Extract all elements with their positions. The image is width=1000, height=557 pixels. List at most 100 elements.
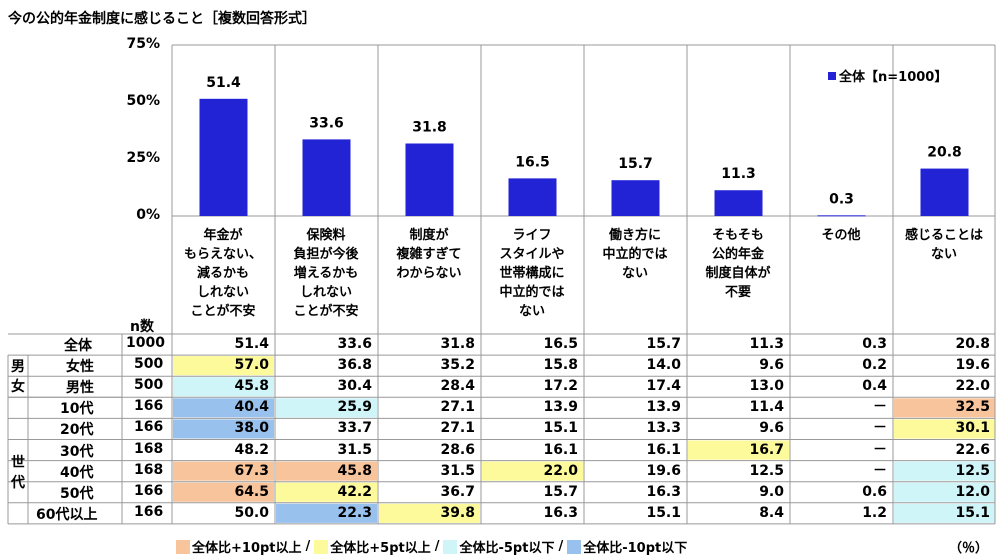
table-cell: 28.4 bbox=[440, 378, 475, 395]
row-label: 50代 bbox=[60, 485, 94, 502]
highlight-cell bbox=[173, 419, 274, 439]
table-cell: 22.6 bbox=[955, 441, 990, 458]
table-cell: 0.2 bbox=[862, 357, 887, 374]
highlight-cell bbox=[894, 482, 995, 502]
table-cell: 28.6 bbox=[440, 441, 475, 458]
table-cell: 9.6 bbox=[759, 420, 784, 437]
table-cell: 22.3 bbox=[337, 504, 372, 521]
table-cell: － bbox=[873, 441, 887, 458]
table-cell: 17.4 bbox=[646, 378, 681, 395]
highlight-cell bbox=[276, 461, 377, 481]
table-cell: 30.1 bbox=[955, 420, 990, 437]
highlight-cell bbox=[894, 398, 995, 418]
n-cell: 168 bbox=[134, 461, 164, 478]
table-cell: 31.5 bbox=[337, 441, 372, 458]
table-cell: 16.3 bbox=[543, 504, 578, 521]
chart-title: 今の公的年金制度に感じること［複数回答形式］ bbox=[8, 11, 316, 27]
table-cell: 33.7 bbox=[337, 420, 372, 437]
bar bbox=[405, 143, 454, 216]
n-cell: 166 bbox=[134, 503, 164, 520]
table-cell: 22.0 bbox=[955, 378, 990, 395]
table-cell: 20.8 bbox=[955, 336, 990, 352]
highlight-cell bbox=[173, 377, 274, 397]
table-cell: 33.6 bbox=[337, 336, 372, 352]
table-cell: 51.4 bbox=[234, 336, 269, 352]
category-label: 制度が 複雑すぎて わからない bbox=[396, 228, 462, 281]
legend-swatch bbox=[176, 539, 190, 554]
table-cell: 13.0 bbox=[749, 378, 784, 395]
highlight-cell bbox=[276, 503, 377, 523]
table-cell: 9.0 bbox=[759, 483, 784, 500]
n-cell: 500 bbox=[134, 377, 164, 394]
y-tick-label: 25% bbox=[126, 150, 160, 166]
y-tick-label: 0% bbox=[136, 207, 160, 223]
table-cell: 15.1 bbox=[646, 504, 681, 521]
category-label: ライフ スタイルや 世帯構成に 中立的では ない bbox=[499, 228, 565, 319]
table-cell: 45.8 bbox=[337, 462, 372, 479]
table-cell: 48.2 bbox=[234, 441, 269, 458]
table-cell: 50.0 bbox=[234, 504, 269, 521]
table-cell: 1.2 bbox=[862, 504, 887, 521]
n-header: n数 bbox=[130, 319, 154, 335]
legend-swatch bbox=[443, 539, 458, 554]
table-cell: 22.0 bbox=[543, 462, 578, 479]
table-cell: 31.5 bbox=[440, 462, 475, 479]
table-cell: 25.9 bbox=[337, 399, 372, 416]
highlight-cell bbox=[173, 398, 274, 418]
table-cell: 27.1 bbox=[440, 420, 475, 437]
table-cell: 0.6 bbox=[862, 483, 887, 500]
table-cell: 19.6 bbox=[646, 462, 681, 479]
bar bbox=[199, 98, 248, 216]
n-cell: 166 bbox=[134, 398, 164, 415]
table-cell: 30.4 bbox=[337, 378, 372, 395]
table-cell: 27.1 bbox=[440, 399, 475, 416]
table-cell: 39.8 bbox=[440, 504, 475, 521]
table-cell: 31.8 bbox=[440, 336, 475, 352]
group-label: 世代 bbox=[11, 454, 25, 491]
highlight-cell bbox=[173, 356, 274, 376]
category-label: その他 bbox=[821, 228, 861, 243]
n-cell: 1000 bbox=[126, 335, 165, 351]
table-cell: 9.6 bbox=[759, 357, 784, 374]
table-cell: － bbox=[873, 399, 887, 416]
highlight-cell bbox=[894, 503, 995, 523]
table-cell: 16.1 bbox=[646, 441, 681, 458]
legend-swatch bbox=[567, 539, 582, 554]
highlight-cell bbox=[482, 461, 583, 481]
table-cell: 12.5 bbox=[749, 462, 784, 479]
row-label: 全体 bbox=[64, 338, 92, 354]
legend-separator: / bbox=[434, 539, 440, 554]
bar-value-label: 51.4 bbox=[206, 75, 241, 91]
row-label: 30代 bbox=[60, 443, 94, 460]
table-cell: 35.2 bbox=[440, 357, 475, 374]
legend-swatch bbox=[828, 71, 836, 80]
highlight-cell bbox=[276, 482, 377, 502]
y-tick-label: 50% bbox=[126, 93, 160, 109]
table-cell: 13.3 bbox=[646, 420, 681, 437]
row-label: 40代 bbox=[60, 464, 94, 481]
group-label: 男女 bbox=[11, 359, 25, 396]
table-cell: － bbox=[873, 462, 887, 479]
table-cell: 14.0 bbox=[646, 357, 681, 374]
table-cell: 17.2 bbox=[543, 378, 578, 395]
highlight-legend-item: 全体比-5pt以下 bbox=[443, 537, 554, 556]
highlight-cell bbox=[688, 440, 789, 460]
table-cell: 15.8 bbox=[543, 357, 578, 374]
bar bbox=[611, 180, 660, 216]
row-label: 10代 bbox=[60, 401, 94, 418]
table-cell: 13.9 bbox=[646, 399, 681, 416]
row-label: 男性 bbox=[66, 380, 94, 397]
legend-swatch bbox=[314, 539, 329, 554]
table-cell: 64.5 bbox=[234, 483, 269, 500]
highlight-cell bbox=[379, 503, 480, 523]
table-cell: 67.3 bbox=[234, 462, 269, 479]
bar-value-label: 15.7 bbox=[618, 156, 653, 172]
highlight-cell bbox=[276, 398, 377, 418]
category-label: 年金が もらえない、 減るかも しれない ことが不安 bbox=[183, 228, 262, 319]
n-cell: 166 bbox=[134, 482, 164, 499]
legend-separator: / bbox=[558, 539, 564, 554]
table-cell: 15.1 bbox=[543, 420, 578, 437]
row-label: 60代以上 bbox=[36, 506, 98, 523]
bar bbox=[817, 215, 866, 217]
